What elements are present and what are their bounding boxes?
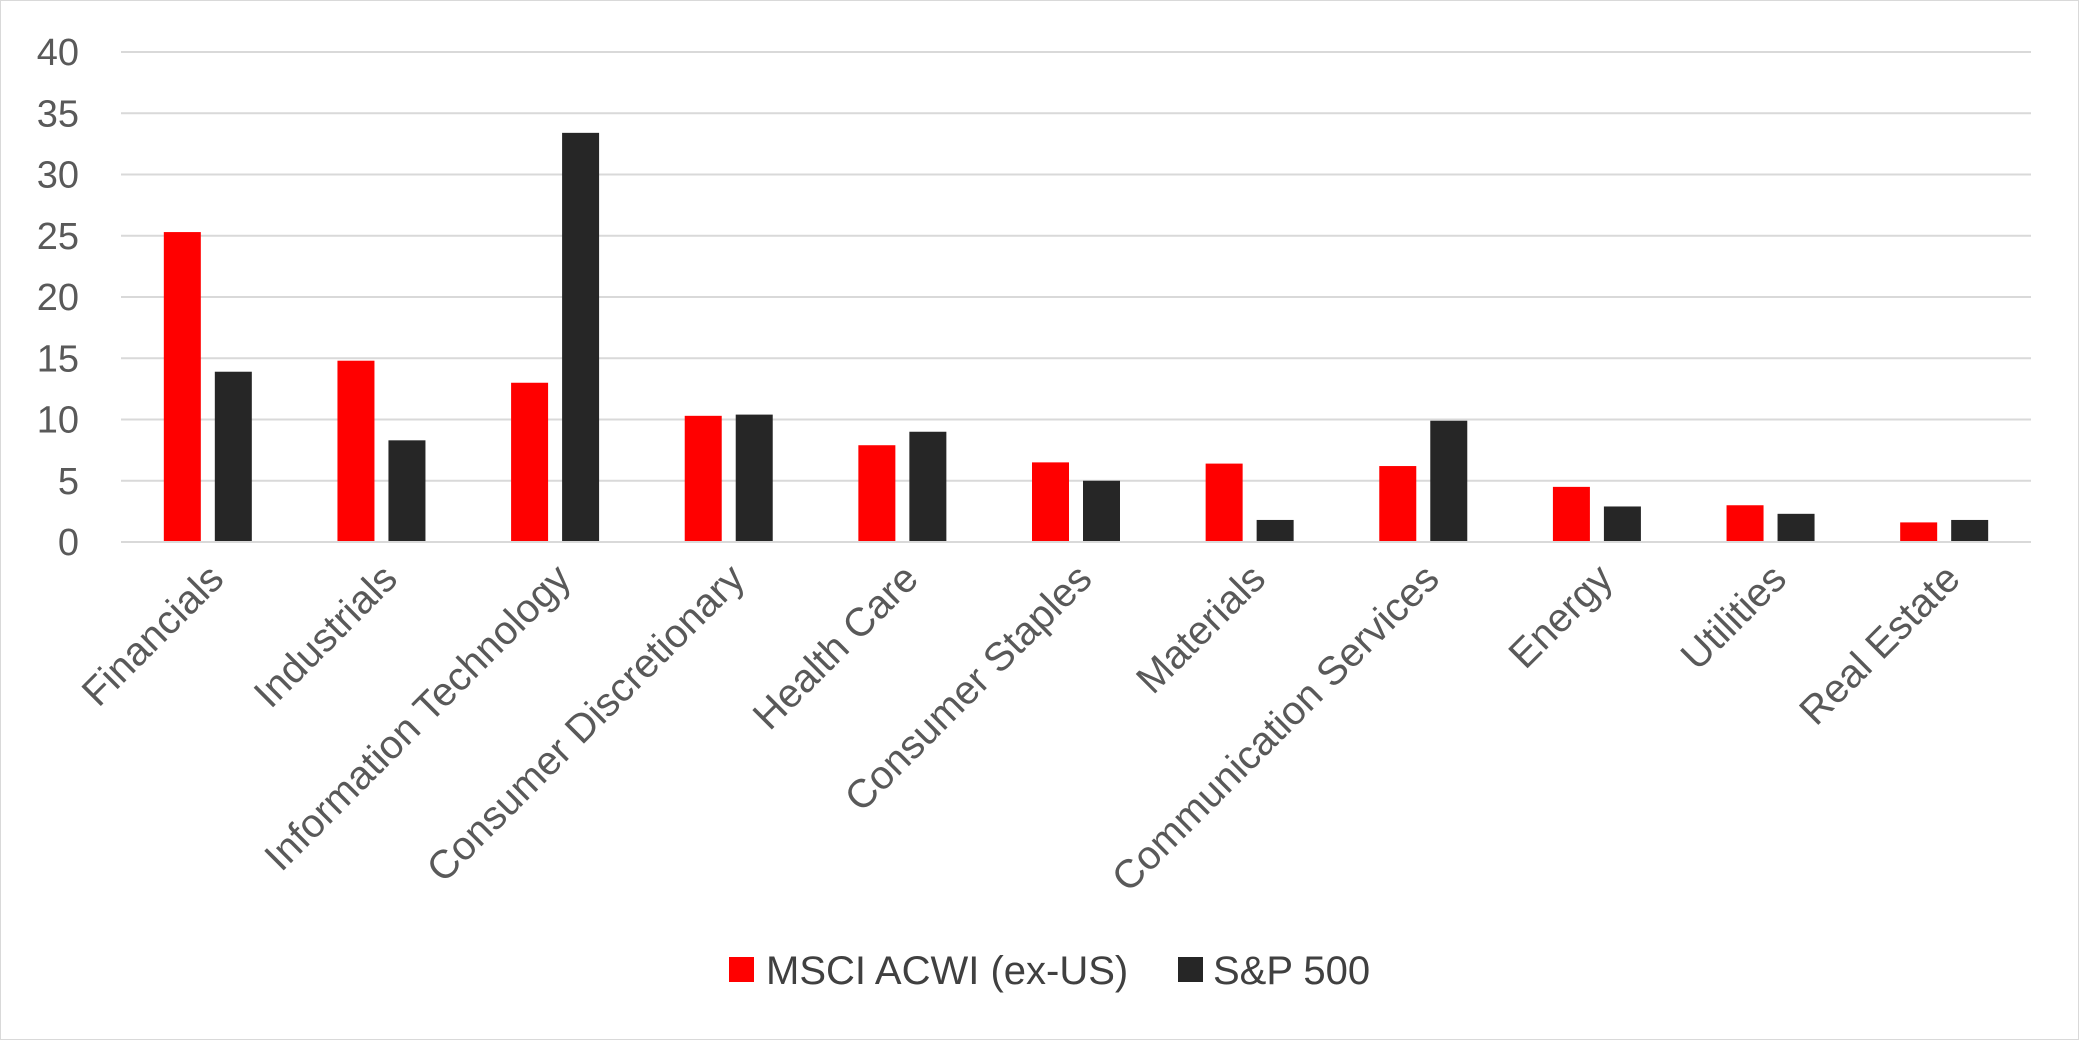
- bar-msci-acwi-communication-services: [1379, 466, 1417, 542]
- x-category-label: Communication Services: [1104, 556, 1448, 900]
- legend-swatch: [1178, 957, 1203, 982]
- x-category-label: Energy: [1501, 556, 1622, 677]
- y-tick-label: 15: [37, 338, 79, 380]
- x-category-label: Health Care: [745, 556, 927, 738]
- bar-msci-acwi-utilities: [1726, 505, 1764, 542]
- bar-sp500-health-care: [909, 431, 947, 542]
- legend-label: MSCI ACWI (ex-US): [766, 949, 1128, 993]
- x-category-label: Financials: [74, 556, 232, 714]
- y-tick-label: 30: [37, 155, 79, 197]
- bar-sp500-energy: [1603, 506, 1641, 542]
- bar-sp500-financials: [214, 371, 252, 542]
- bar-msci-acwi-materials: [1205, 463, 1243, 542]
- x-category-label: Consumer Discretionary: [419, 556, 753, 890]
- legend: MSCI ACWI (ex-US) S&P 500: [729, 949, 1370, 993]
- y-tick-label: 20: [37, 277, 79, 319]
- bar-msci-acwi-real-estate: [1900, 522, 1938, 542]
- x-category-label: Materials: [1128, 556, 1274, 702]
- x-category-label: Information Technology: [256, 556, 579, 879]
- y-tick-label: 0: [58, 522, 79, 564]
- bar-sp500-information-technology: [562, 132, 600, 542]
- bar-sp500-real-estate: [1951, 519, 1989, 542]
- x-category-label: Real Estate: [1791, 556, 1968, 733]
- bar-sp500-utilities: [1777, 513, 1815, 542]
- bar-msci-acwi-information-technology: [511, 382, 549, 542]
- bar-msci-acwi-energy: [1552, 486, 1590, 542]
- bar-msci-acwi-financials: [163, 232, 201, 542]
- x-category-label: Industrials: [246, 556, 406, 716]
- bars: [163, 132, 1989, 542]
- bar-msci-acwi-consumer-staples: [1032, 462, 1069, 542]
- y-tick-label: 35: [37, 93, 79, 135]
- legend-swatch: [729, 957, 754, 982]
- y-tick-label: 40: [37, 32, 79, 74]
- y-axis-tick-labels: 0 5 10 15 20 25 30 35 40: [37, 32, 79, 564]
- bar-sp500-consumer-staples: [1083, 480, 1120, 542]
- x-category-label: Utilities: [1673, 556, 1795, 678]
- gridlines: [121, 51, 2031, 482]
- bar-sp500-industrials: [388, 440, 426, 542]
- bar-sp500-communication-services: [1430, 420, 1468, 542]
- bar-msci-acwi-consumer-discretionary: [684, 415, 722, 542]
- y-tick-label: 5: [58, 461, 79, 503]
- legend-label: S&P 500: [1213, 949, 1370, 993]
- y-tick-label: 25: [37, 216, 79, 258]
- bar-msci-acwi-industrials: [337, 360, 375, 542]
- y-tick-label: 10: [37, 400, 79, 442]
- bar-msci-acwi-health-care: [858, 445, 896, 542]
- bar-sp500-consumer-discretionary: [735, 414, 773, 542]
- bar-sp500-materials: [1256, 519, 1294, 542]
